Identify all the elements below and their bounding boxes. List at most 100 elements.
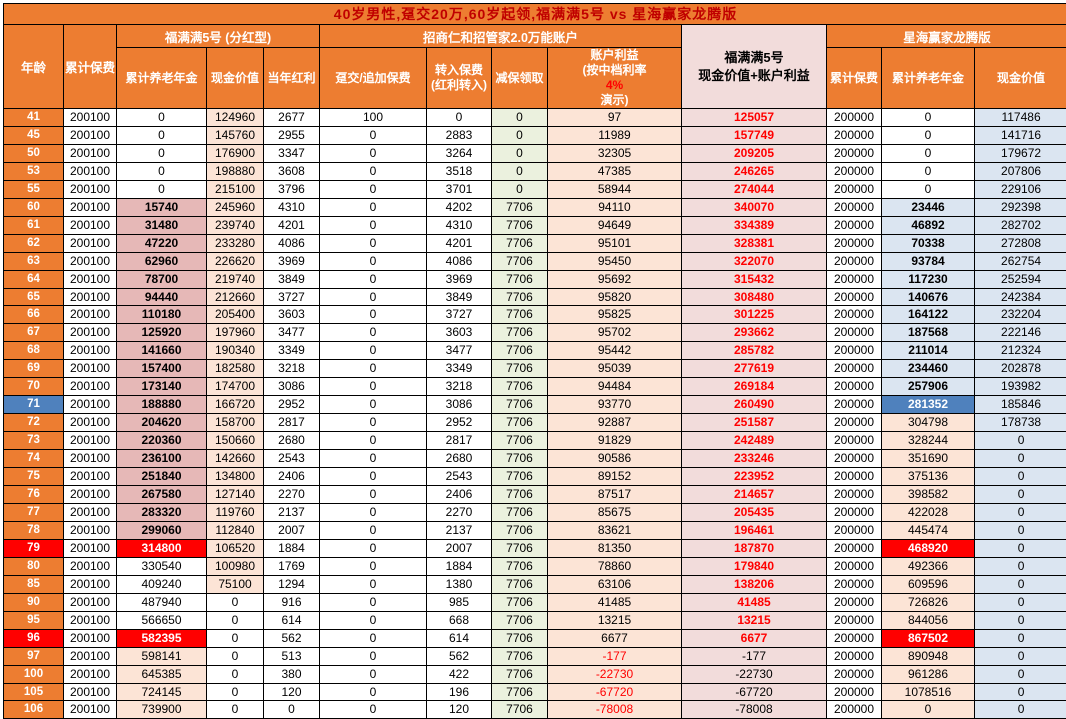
cell-xh-cash-value[interactable]: 0 [975,432,1066,450]
cell-transfer-in-premium[interactable]: 2543 [427,468,492,486]
cell-xh-cash-value[interactable]: 0 [975,683,1066,701]
cell-lump-addl-premium[interactable]: 0 [320,288,427,306]
cell-fmm-annuity[interactable]: 110180 [117,306,207,324]
cell-age[interactable]: 78 [4,521,64,539]
cell-fmm-total[interactable]: 246265 [682,162,827,180]
cell-transfer-in-premium[interactable]: 2952 [427,414,492,432]
cell-lump-addl-premium[interactable]: 0 [320,683,427,701]
cell-age[interactable]: 73 [4,432,64,450]
cell-fmm-dividend[interactable]: 4201 [264,216,320,234]
cell-fmm-total[interactable]: -177 [682,647,827,665]
cell-fmm-cash-value[interactable]: 245960 [207,198,264,216]
cell-xh-annuity[interactable]: 375136 [882,468,975,486]
cell-xh-premium[interactable]: 200000 [827,629,882,647]
cell-fmm-dividend[interactable]: 614 [264,611,320,629]
cell-fmm-annuity[interactable]: 251840 [117,468,207,486]
cell-cum-premium[interactable]: 200100 [64,468,117,486]
cell-cum-premium[interactable]: 200100 [64,665,117,683]
cell-fmm-dividend[interactable]: 2137 [264,503,320,521]
cell-cum-premium[interactable]: 200100 [64,521,117,539]
cell-fmm-cash-value[interactable]: 239740 [207,216,264,234]
cell-xh-premium[interactable]: 200000 [827,396,882,414]
cell-withdrawal[interactable]: 0 [492,180,548,198]
cell-age[interactable]: 41 [4,109,64,127]
cell-fmm-dividend[interactable]: 380 [264,665,320,683]
cell-xh-cash-value[interactable]: 0 [975,503,1066,521]
cell-xh-annuity[interactable]: 445474 [882,521,975,539]
cell-lump-addl-premium[interactable]: 0 [320,593,427,611]
cell-fmm-annuity[interactable]: 220360 [117,432,207,450]
cell-fmm-cash-value[interactable]: 166720 [207,396,264,414]
cell-cum-premium[interactable]: 200100 [64,288,117,306]
cell-xh-annuity[interactable]: 117230 [882,270,975,288]
cell-fmm-cash-value[interactable]: 106520 [207,539,264,557]
cell-fmm-dividend[interactable]: 916 [264,593,320,611]
cell-cum-premium[interactable]: 200100 [64,486,117,504]
cell-xh-cash-value[interactable]: 207806 [975,162,1066,180]
cell-fmm-annuity[interactable]: 0 [117,162,207,180]
cell-fmm-dividend[interactable]: 3608 [264,162,320,180]
cell-xh-cash-value[interactable]: 0 [975,593,1066,611]
cell-age[interactable]: 74 [4,450,64,468]
cell-withdrawal[interactable]: 7706 [492,629,548,647]
cell-fmm-annuity[interactable]: 409240 [117,575,207,593]
cell-fmm-cash-value[interactable]: 215100 [207,180,264,198]
header-fmm-cash-value[interactable]: 现金价值 [207,48,264,109]
cell-age[interactable]: 55 [4,180,64,198]
cell-fmm-dividend[interactable]: 3969 [264,252,320,270]
cell-xh-cash-value[interactable]: 262754 [975,252,1066,270]
cell-account-benefit[interactable]: 91829 [548,432,682,450]
cell-xh-premium[interactable]: 200000 [827,270,882,288]
cell-fmm-cash-value[interactable]: 198880 [207,162,264,180]
cell-lump-addl-premium[interactable]: 0 [320,575,427,593]
cell-lump-addl-premium[interactable]: 0 [320,557,427,575]
cell-cum-premium[interactable]: 200100 [64,234,117,252]
cell-cum-premium[interactable]: 200100 [64,396,117,414]
cell-transfer-in-premium[interactable]: 1380 [427,575,492,593]
cell-transfer-in-premium[interactable]: 4202 [427,198,492,216]
cell-fmm-annuity[interactable]: 739900 [117,701,207,719]
cell-transfer-in-premium[interactable]: 3264 [427,144,492,162]
cell-xh-premium[interactable]: 200000 [827,486,882,504]
cell-lump-addl-premium[interactable]: 0 [320,539,427,557]
cell-fmm-annuity[interactable]: 236100 [117,450,207,468]
cell-withdrawal[interactable]: 0 [492,144,548,162]
cell-fmm-dividend[interactable]: 3796 [264,180,320,198]
cell-fmm-annuity[interactable]: 94440 [117,288,207,306]
cell-lump-addl-premium[interactable]: 100 [320,109,427,127]
cell-fmm-cash-value[interactable]: 0 [207,647,264,665]
cell-fmm-dividend[interactable]: 562 [264,629,320,647]
cell-xh-annuity[interactable]: 0 [882,162,975,180]
cell-fmm-total[interactable]: 277619 [682,360,827,378]
header-lump-addl-premium[interactable]: 趸交/追加保费 [320,48,427,109]
cell-lump-addl-premium[interactable]: 0 [320,629,427,647]
cell-withdrawal[interactable]: 0 [492,126,548,144]
cell-xh-premium[interactable]: 200000 [827,539,882,557]
cell-lump-addl-premium[interactable]: 0 [320,611,427,629]
cell-xh-premium[interactable]: 200000 [827,414,882,432]
header-transfer-in[interactable]: 转入保费 (红利转入) [427,48,492,109]
cell-xh-cash-value[interactable]: 0 [975,468,1066,486]
cell-transfer-in-premium[interactable]: 1884 [427,557,492,575]
cell-xh-cash-value[interactable]: 0 [975,665,1066,683]
cell-xh-cash-value[interactable]: 272808 [975,234,1066,252]
cell-transfer-in-premium[interactable]: 120 [427,701,492,719]
cell-xh-annuity[interactable]: 70338 [882,234,975,252]
cell-lump-addl-premium[interactable]: 0 [320,701,427,719]
cell-fmm-dividend[interactable]: 0 [264,701,320,719]
cell-transfer-in-premium[interactable]: 2270 [427,503,492,521]
cell-fmm-total[interactable]: 205435 [682,503,827,521]
cell-account-benefit[interactable]: 81350 [548,539,682,557]
header-group-fumanman[interactable]: 福满满5号 (分红型) [117,25,320,48]
cell-withdrawal[interactable]: 7706 [492,611,548,629]
cell-account-benefit[interactable]: 95442 [548,342,682,360]
cell-xh-premium[interactable]: 200000 [827,180,882,198]
cell-fmm-dividend[interactable]: 3477 [264,324,320,342]
cell-xh-premium[interactable]: 200000 [827,378,882,396]
cell-age[interactable]: 70 [4,378,64,396]
cell-fmm-annuity[interactable]: 173140 [117,378,207,396]
cell-xh-annuity[interactable]: 398582 [882,486,975,504]
cell-xh-premium[interactable]: 200000 [827,342,882,360]
cell-fmm-cash-value[interactable]: 0 [207,593,264,611]
cell-xh-annuity[interactable]: 1078516 [882,683,975,701]
